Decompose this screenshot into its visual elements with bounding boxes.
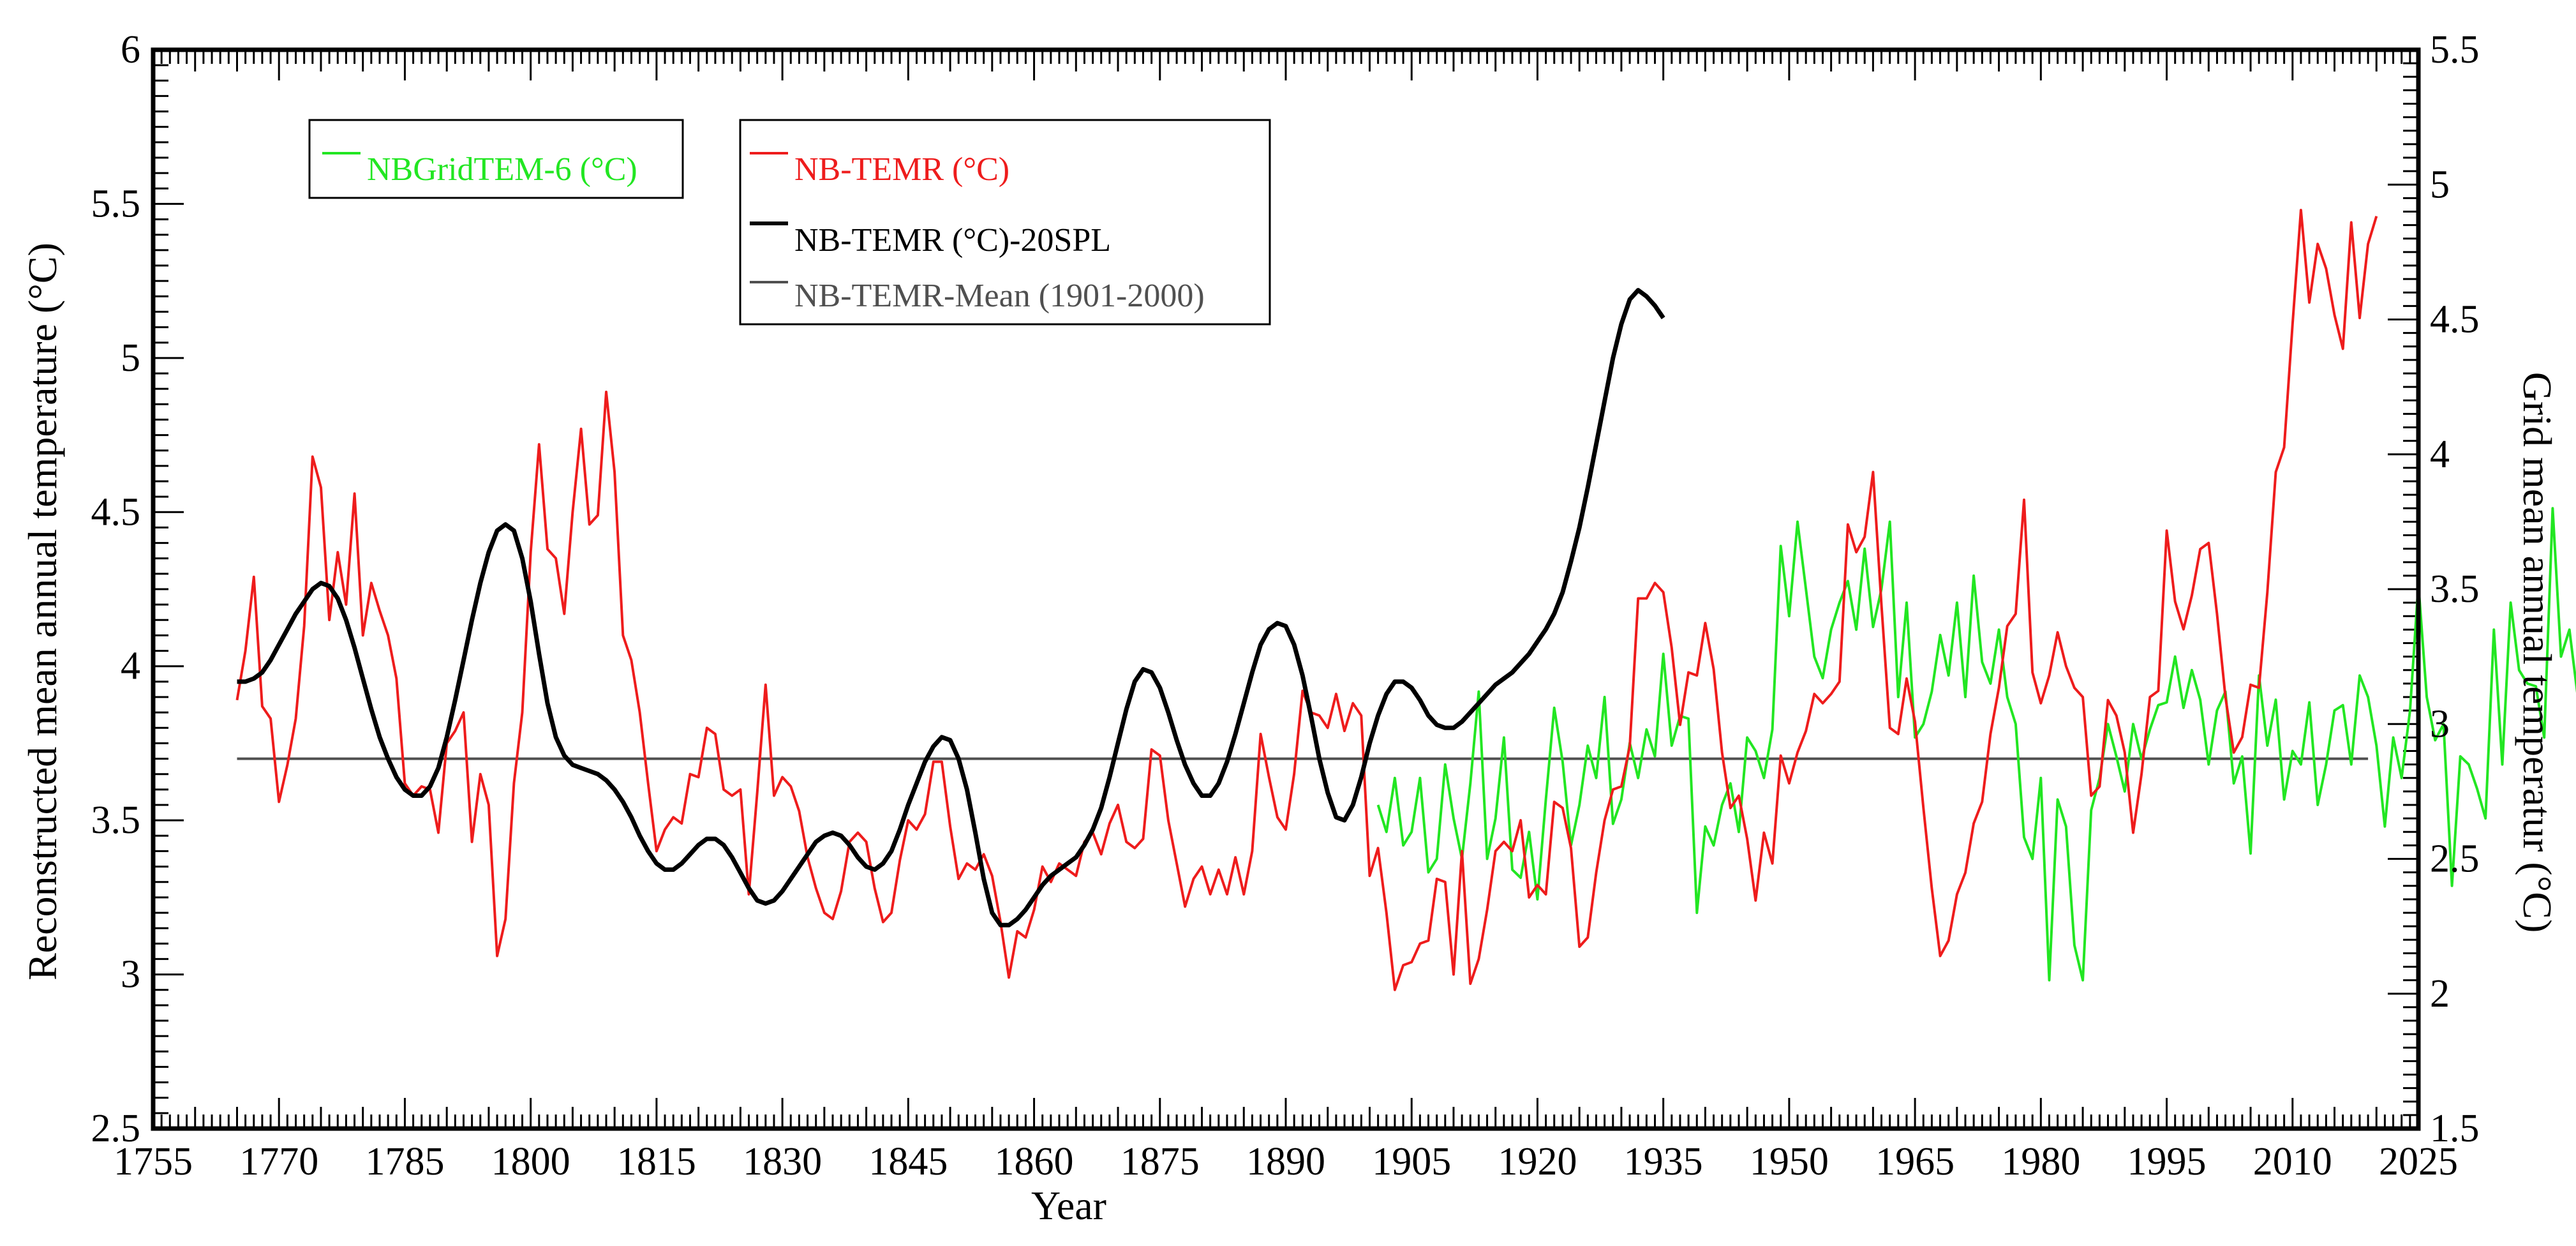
y-left-tick-label: 3.5 xyxy=(91,799,141,842)
x-tick-label: 2025 xyxy=(2379,1140,2458,1183)
x-tick-label: 1890 xyxy=(1246,1140,1325,1183)
y-right-tick-label: 5 xyxy=(2430,163,2450,206)
x-tick-label: 1815 xyxy=(617,1140,696,1183)
x-tick-label: 1785 xyxy=(365,1140,444,1183)
y-right-tick-label: 4 xyxy=(2430,433,2450,476)
y-left-tick-label: 4 xyxy=(121,645,140,688)
x-tick-label: 1950 xyxy=(1750,1140,1829,1183)
x-tick-label: 1980 xyxy=(2001,1140,2080,1183)
y-axis-right-title: Grid mean annual temperatur (°C) xyxy=(2515,372,2560,933)
legend-box-green: NBGridTEM-6 (°C) xyxy=(308,119,684,199)
y-left-tick-label: 4.5 xyxy=(91,490,141,534)
x-tick-label: 1965 xyxy=(1875,1140,1954,1183)
tick-marks xyxy=(152,49,2420,1130)
x-tick-label: 1860 xyxy=(995,1140,1074,1183)
legend-label-green: NBGridTEM-6 (°C) xyxy=(367,151,637,188)
legend-box-main: NB-TEMR (°C) NB-TEMR (°C)-20SPL NB-TEMR-… xyxy=(739,119,1271,326)
y-axis-left-title: Reconstructed mean annual temperature (°… xyxy=(20,243,65,980)
series-nb-temr-20spl-line xyxy=(237,288,1665,927)
y-left-tick-label: 3 xyxy=(121,953,140,996)
series-nb-temr-line xyxy=(235,209,2378,991)
y-left-tick-label: 2.5 xyxy=(91,1107,141,1150)
plot-frame xyxy=(151,47,2421,1131)
y-right-tick-label: 4.5 xyxy=(2430,298,2480,342)
y-left-tick-label: 5.5 xyxy=(91,182,141,225)
x-tick-label: 1770 xyxy=(239,1140,318,1183)
y-right-tick-label: 2.5 xyxy=(2430,837,2480,881)
y-right-tick-label: 3 xyxy=(2430,702,2450,746)
tick-labels: 1755 1770 1785 1800 1815 1830 1845 1860 1875 1890… xyxy=(91,28,2480,1183)
x-axis-title: Year xyxy=(1031,1183,1106,1228)
x-tick-label: 1935 xyxy=(1624,1140,1703,1183)
x-tick-label: 2010 xyxy=(2253,1140,2332,1183)
x-tick-label: 1755 xyxy=(114,1140,193,1183)
legend-label-mean: NB-TEMR-Mean (1901-2000) xyxy=(794,278,1205,314)
x-tick-label: 1905 xyxy=(1372,1140,1451,1183)
x-tick-label: 1920 xyxy=(1498,1140,1577,1183)
y-right-tick-label: 3.5 xyxy=(2430,567,2480,611)
x-tick-label: 1995 xyxy=(2127,1140,2207,1183)
y-left-tick-label: 6 xyxy=(121,28,140,71)
y-right-tick-label: 2 xyxy=(2430,972,2450,1016)
series-layer xyxy=(235,209,2576,991)
series-nbgridtem-6-line xyxy=(1376,507,2576,982)
legend-label-black: NB-TEMR (°C)-20SPL xyxy=(794,222,1111,259)
y-right-tick-label: 1.5 xyxy=(2430,1107,2480,1150)
x-tick-label: 1830 xyxy=(743,1140,822,1183)
y-right-tick-label: 5.5 xyxy=(2430,28,2480,71)
y-left-tick-label: 5 xyxy=(121,336,140,380)
x-tick-label: 1845 xyxy=(868,1140,948,1183)
legend-label-red: NB-TEMR (°C) xyxy=(794,151,1009,188)
x-tick-label: 1875 xyxy=(1120,1140,1200,1183)
x-tick-label: 1800 xyxy=(491,1140,570,1183)
